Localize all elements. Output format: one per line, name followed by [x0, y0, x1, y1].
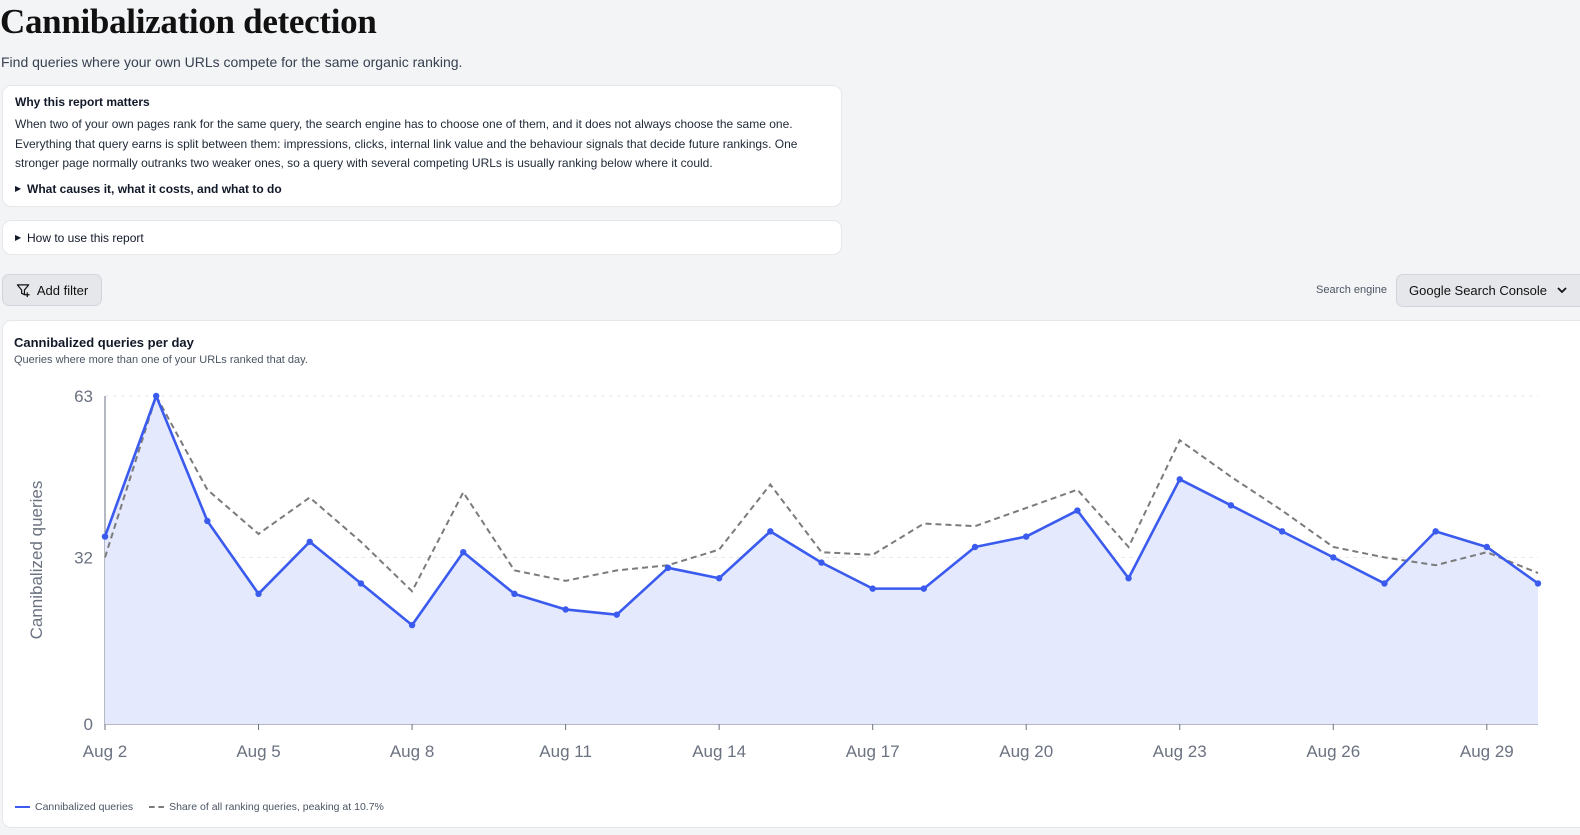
x-tick-label: Aug 2	[83, 742, 127, 761]
page-title: Cannibalization detection	[0, 2, 377, 41]
data-point	[1381, 580, 1388, 587]
x-tick-label: Aug 8	[390, 742, 434, 761]
why-card-title: Why this report matters	[15, 95, 150, 109]
data-point	[1227, 502, 1235, 509]
chevron-down-icon	[1557, 287, 1567, 294]
legend-item-cannibalized[interactable]: Cannibalized queries	[15, 801, 133, 813]
why-card-body: When two of your own pages rank for the …	[15, 115, 829, 174]
why-body-line: Everything that query earns is split bet…	[15, 136, 798, 151]
data-point	[1534, 580, 1542, 587]
data-point	[1483, 543, 1491, 551]
data-point	[1176, 476, 1183, 483]
how-to-use-card: ▶ How to use this report	[2, 220, 842, 255]
x-tick-label: Aug 29	[1460, 742, 1514, 761]
data-point	[408, 621, 416, 629]
legend-label: Share of all ranking queries, peaking at…	[169, 801, 384, 813]
search-engine-select[interactable]: Google Search Console	[1396, 274, 1580, 307]
legend-swatch-dashed	[149, 806, 165, 808]
details-label: What causes it, what it costs, and what …	[27, 181, 282, 196]
data-point	[869, 585, 876, 592]
y-tick-label: 32	[74, 548, 93, 567]
data-point	[562, 606, 569, 613]
x-tick-label: Aug 17	[846, 742, 900, 761]
data-point	[204, 517, 211, 525]
search-engine-value: Google Search Console	[1409, 283, 1548, 298]
legend-item-share[interactable]: Share of all ranking queries, peaking at…	[149, 801, 384, 813]
y-axis-label: Cannibalized queries	[27, 481, 46, 640]
triangle-right-icon: ▶	[15, 184, 22, 193]
legend-label: Cannibalized queries	[35, 801, 134, 813]
x-tick-label: Aug 20	[999, 742, 1053, 761]
data-point	[255, 590, 262, 598]
data-point	[357, 580, 365, 587]
chart-legend: Cannibalized queries Share of all rankin…	[15, 801, 400, 813]
y-tick-label: 0	[84, 715, 93, 734]
data-point	[1330, 554, 1337, 561]
x-tick-label: Aug 26	[1306, 742, 1360, 761]
data-point	[1023, 533, 1030, 540]
triangle-right-icon: ▶	[15, 233, 22, 242]
causes-costs-details-toggle[interactable]: ▶ What causes it, what it costs, and wha…	[15, 182, 829, 196]
data-point	[101, 533, 109, 540]
why-report-matters-card: Why this report matters When two of your…	[2, 85, 842, 207]
page-subtitle: Find queries where your own URLs compete…	[1, 54, 463, 70]
x-tick-label: Aug 14	[692, 742, 746, 761]
series-area-cannibalized	[105, 396, 1538, 724]
x-tick-label: Aug 23	[1153, 742, 1207, 761]
data-point	[818, 559, 825, 566]
legend-swatch-solid	[15, 806, 30, 808]
data-point	[1125, 575, 1132, 582]
data-point	[715, 575, 723, 582]
data-point	[1278, 528, 1286, 535]
y-tick-label: 63	[74, 387, 93, 406]
x-tick-label: Aug 11	[539, 742, 592, 761]
line-chart: 0 32 63 Cannibalized queries Aug 2 Aug 5 Aug 8…	[27, 387, 1542, 761]
data-point	[511, 590, 518, 598]
chart-card: Cannibalized queries per day Queries whe…	[2, 320, 1580, 828]
how-to-use-details-toggle[interactable]: ▶ How to use this report	[15, 231, 144, 245]
add-filter-label: Add filter	[36, 282, 89, 298]
chart-title: Cannibalized queries per day	[14, 335, 194, 350]
details-label: How to use this report	[27, 230, 144, 245]
data-point	[971, 543, 979, 551]
data-point	[1074, 507, 1081, 514]
data-point	[920, 585, 928, 592]
x-tick-label: Aug 5	[236, 742, 280, 761]
add-filter-button[interactable]: Add filter	[2, 274, 102, 306]
data-point	[767, 528, 774, 535]
series-line-share	[104, 393, 1539, 593]
data-point	[1432, 528, 1439, 535]
data-point	[460, 548, 467, 556]
data-point	[613, 611, 620, 618]
data-point	[664, 564, 672, 572]
why-body-line: stronger page normally outranks two weak…	[15, 156, 713, 170]
chart-subtitle: Queries where more than one of your URLs…	[14, 354, 308, 366]
why-body-line: When two of your own pages rank for the …	[15, 117, 793, 131]
search-engine-label: Search engine	[1316, 284, 1387, 296]
filter-plus-icon	[16, 283, 30, 297]
data-point	[306, 538, 313, 545]
data-point	[152, 392, 160, 400]
